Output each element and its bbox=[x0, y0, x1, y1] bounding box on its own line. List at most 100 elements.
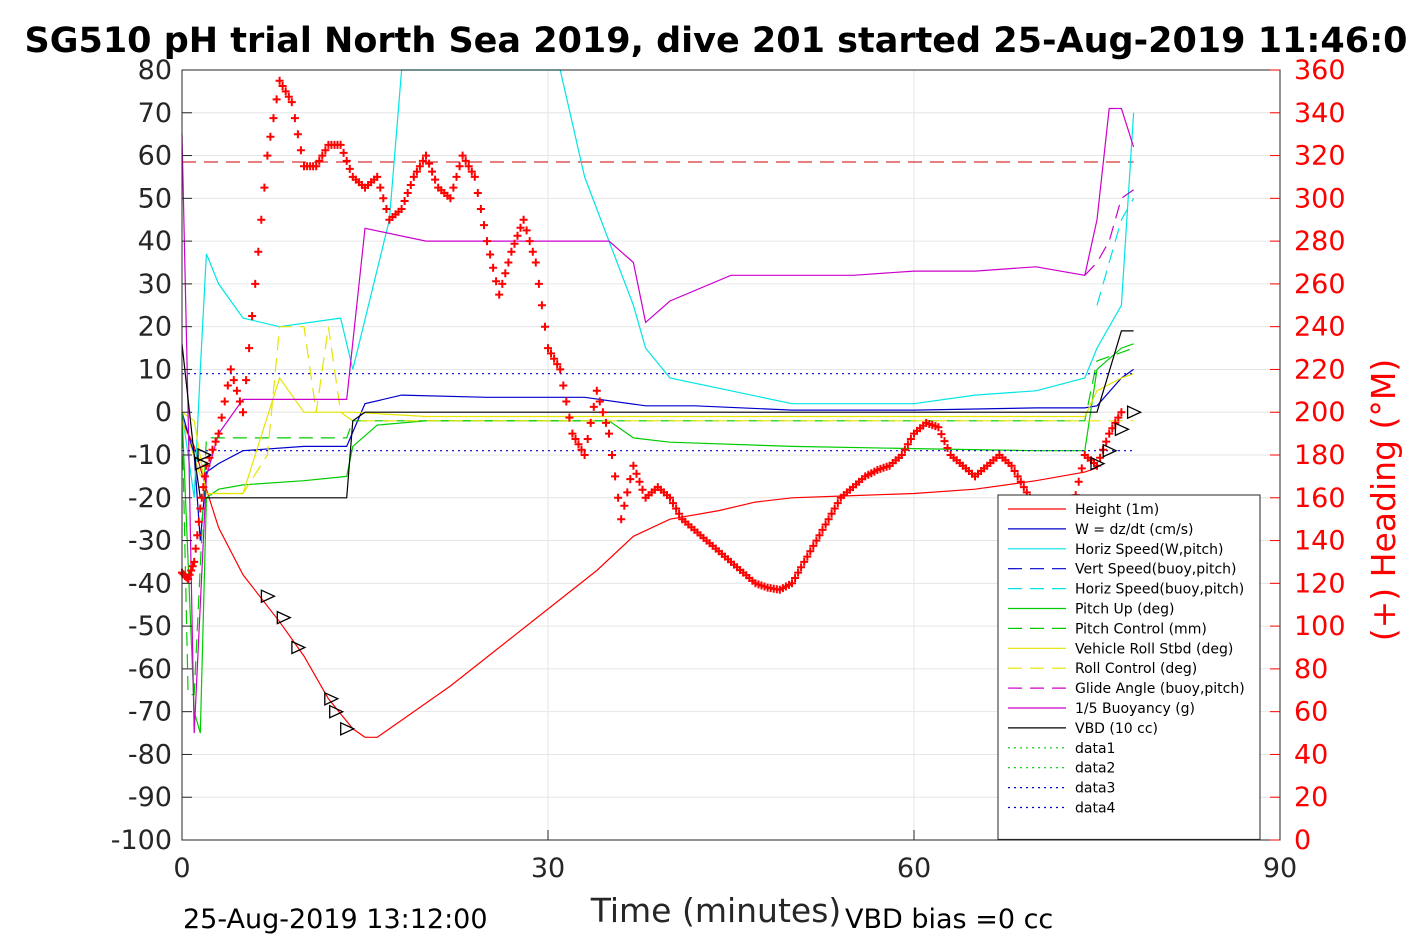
heading-marker bbox=[623, 488, 632, 497]
heading-marker bbox=[1105, 429, 1114, 438]
heading-marker bbox=[827, 509, 836, 518]
legend-label-0: Height (1m) bbox=[1075, 502, 1159, 518]
legend-label-12: data1 bbox=[1075, 741, 1115, 757]
y-right-tick-label-12: 120 bbox=[1294, 568, 1346, 599]
legend: Height (1m) W = dz/dt (cm/s) Horiz Speed(W… bbox=[997, 494, 1261, 840]
heading-marker bbox=[1016, 477, 1025, 486]
y-right-tick-label-7: 220 bbox=[1294, 354, 1346, 385]
heading-marker bbox=[382, 205, 391, 213]
heading-marker bbox=[379, 194, 388, 203]
heading-marker bbox=[592, 386, 601, 395]
heading-marker bbox=[214, 429, 223, 438]
heading-marker bbox=[611, 472, 620, 481]
y-left-tick-label-4: 40 bbox=[138, 226, 172, 257]
heading-marker bbox=[824, 515, 833, 524]
heading-marker bbox=[492, 277, 501, 286]
heading-marker bbox=[281, 87, 290, 96]
heading-marker bbox=[187, 566, 196, 575]
heading-marker bbox=[318, 151, 327, 160]
triangle-marker-9 bbox=[1102, 443, 1118, 458]
y-left-tick-label-16: -80 bbox=[128, 739, 172, 770]
heading-marker bbox=[562, 397, 571, 406]
heading-marker bbox=[397, 205, 406, 213]
y-left-tick-label-9: -10 bbox=[128, 440, 172, 471]
heading-marker bbox=[257, 215, 266, 224]
heading-marker bbox=[626, 475, 635, 484]
heading-marker bbox=[818, 525, 827, 534]
heading-marker bbox=[821, 520, 830, 529]
heading-marker bbox=[666, 493, 674, 502]
footer-vbd-bias: VBD bias =0 cc bbox=[845, 904, 1053, 935]
x-tick-label-0: 0 bbox=[173, 853, 190, 884]
heading-marker bbox=[412, 167, 421, 176]
heading-marker bbox=[900, 445, 909, 454]
heading-marker bbox=[1096, 453, 1105, 462]
heading-marker bbox=[480, 221, 488, 230]
heading-marker bbox=[431, 175, 440, 184]
heading-marker bbox=[1114, 413, 1123, 422]
heading-marker bbox=[586, 418, 595, 427]
heading-marker bbox=[260, 183, 269, 192]
legend-label-8: Roll Control (deg) bbox=[1075, 661, 1197, 677]
heading-marker bbox=[788, 579, 796, 588]
heading-marker bbox=[220, 397, 229, 406]
heading-marker bbox=[217, 413, 226, 422]
heading-marker bbox=[791, 574, 800, 582]
y-left-tick-label-5: 30 bbox=[138, 269, 172, 300]
heading-marker bbox=[577, 445, 586, 454]
x-tick-label-1: 30 bbox=[531, 853, 565, 884]
y-right-tick-label-5: 260 bbox=[1294, 269, 1346, 300]
heading-marker bbox=[245, 344, 254, 353]
heading-marker bbox=[568, 429, 577, 438]
heading-marker bbox=[598, 408, 607, 417]
heading-marker bbox=[629, 461, 638, 470]
heading-marker bbox=[1019, 483, 1028, 492]
heading-marker bbox=[1074, 477, 1083, 486]
heading-marker bbox=[903, 440, 912, 449]
heading-marker bbox=[418, 156, 427, 165]
heading-marker bbox=[559, 381, 568, 390]
triangle-marker-6 bbox=[329, 704, 345, 719]
heading-marker bbox=[580, 451, 589, 459]
y-right-tick-label-4: 280 bbox=[1294, 226, 1346, 257]
y-left-tick-label-14: -60 bbox=[128, 654, 172, 685]
heading-marker bbox=[675, 509, 684, 518]
legend-label-4: Horiz Speed(buoy,pitch) bbox=[1075, 582, 1244, 598]
series-line-0 bbox=[181, 420, 1098, 738]
heading-marker bbox=[269, 114, 278, 123]
heading-marker bbox=[193, 531, 202, 540]
heading-marker bbox=[200, 472, 209, 481]
heading-marker bbox=[263, 151, 272, 160]
y-right-tick-label-11: 140 bbox=[1294, 526, 1346, 557]
heading-marker bbox=[553, 360, 562, 369]
heading-marker bbox=[516, 223, 525, 232]
heading-marker bbox=[809, 541, 818, 550]
y-left-tick-label-7: 10 bbox=[138, 354, 172, 385]
heading-marker bbox=[574, 440, 583, 449]
legend-label-1: W = dz/dt (cm/s) bbox=[1075, 522, 1194, 538]
heading-marker bbox=[461, 156, 470, 165]
y-left-tick-label-10: -20 bbox=[128, 483, 172, 514]
heading-marker bbox=[403, 189, 412, 197]
y-right-tick-label-6: 240 bbox=[1294, 312, 1346, 343]
heading-marker bbox=[290, 114, 299, 123]
y-left-tick-label-1: 70 bbox=[138, 98, 172, 129]
y-right-tick-label-9: 180 bbox=[1294, 440, 1346, 471]
heading-marker bbox=[188, 562, 197, 571]
heading-marker bbox=[409, 172, 418, 181]
heading-marker bbox=[449, 183, 458, 192]
heading-marker bbox=[556, 365, 565, 374]
heading-marker bbox=[190, 557, 199, 566]
heading-marker bbox=[486, 250, 495, 259]
heading-marker bbox=[339, 148, 348, 157]
heading-marker bbox=[632, 469, 641, 478]
y-left-tick-label-2: 60 bbox=[138, 141, 172, 172]
heading-marker bbox=[1013, 472, 1022, 481]
heading-marker bbox=[1077, 464, 1086, 473]
series-line-1 bbox=[181, 368, 1134, 541]
heading-marker bbox=[589, 402, 598, 411]
y-right-tick-label-17: 20 bbox=[1294, 782, 1328, 813]
heading-marker bbox=[669, 499, 677, 508]
heading-marker bbox=[906, 435, 915, 443]
heading-marker bbox=[1117, 408, 1126, 417]
